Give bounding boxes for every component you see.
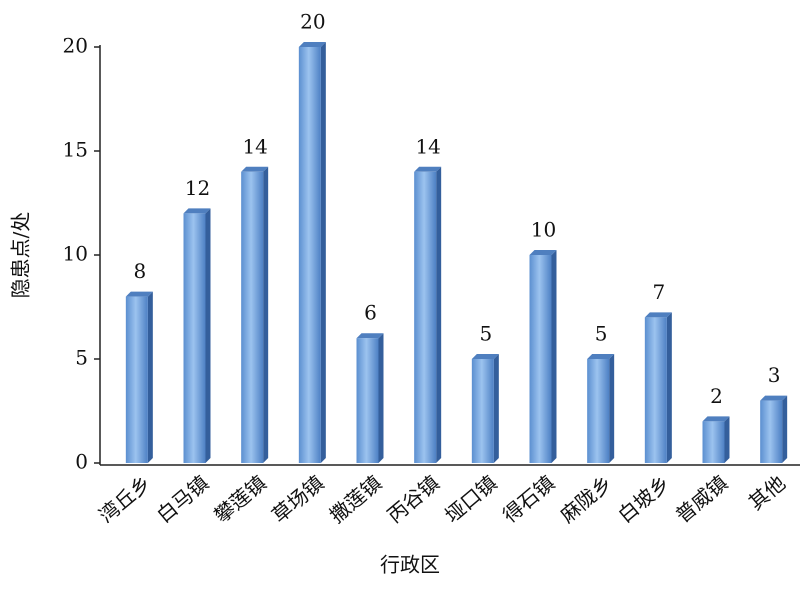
bar-side <box>493 354 499 463</box>
data-label: 5 <box>479 322 492 346</box>
bar-side <box>320 42 326 463</box>
bar-top <box>471 354 499 359</box>
y-tick-label: 15 <box>63 138 88 162</box>
data-label: 20 <box>300 10 325 34</box>
bar <box>183 213 206 463</box>
bar-side <box>205 208 211 463</box>
x-tick-label: 丙谷镇 <box>383 471 444 528</box>
data-label: 6 <box>364 301 377 325</box>
bar-top <box>702 416 730 422</box>
bar <box>356 338 379 463</box>
bar-side <box>724 416 730 463</box>
x-tick-label: 攀莲镇 <box>210 471 271 528</box>
bar-top <box>298 42 326 47</box>
bar-side <box>782 395 788 463</box>
data-label: 10 <box>531 218 556 242</box>
y-axis-label: 隐患点/处 <box>9 212 33 299</box>
bar-top <box>241 166 269 172</box>
data-label: 12 <box>185 176 210 200</box>
bar-top <box>587 354 615 359</box>
data-label: 14 <box>242 134 267 158</box>
x-tick-label: 白坡乡 <box>613 471 674 528</box>
x-tick-label: 草场镇 <box>267 471 328 528</box>
y-tick-label: 0 <box>75 450 88 474</box>
bar-top <box>414 166 442 172</box>
bar <box>587 359 610 463</box>
y-tick-label: 20 <box>63 34 88 58</box>
bar-side <box>147 291 153 463</box>
bar-side <box>263 166 269 464</box>
x-tick-label: 白马镇 <box>152 471 213 528</box>
bar-top <box>356 333 384 339</box>
data-label: 14 <box>415 134 440 158</box>
bar-side <box>609 354 615 463</box>
bar-top <box>183 208 211 214</box>
x-tick-label: 普威镇 <box>671 471 732 528</box>
bar-side <box>666 312 672 463</box>
bar <box>298 47 321 463</box>
bar-top <box>529 250 557 255</box>
bar-top <box>760 395 788 401</box>
x-tick-label: 麻陇乡 <box>556 471 617 528</box>
x-axis-label: 行政区 <box>380 553 440 577</box>
bar <box>241 171 264 464</box>
data-label: 5 <box>595 322 608 346</box>
bar <box>529 255 552 463</box>
x-tick-label: 湾丘乡 <box>94 471 155 528</box>
bar-top <box>125 291 153 297</box>
x-tick-label: 得石镇 <box>498 471 559 528</box>
y-tick-label: 5 <box>75 346 88 370</box>
data-label: 3 <box>768 363 781 387</box>
data-label: 7 <box>652 280 665 304</box>
data-label: 2 <box>710 384 723 408</box>
y-tick-label: 10 <box>63 242 88 266</box>
x-tick-label: 其他 <box>744 471 790 515</box>
bar <box>471 359 494 463</box>
bar <box>125 296 148 463</box>
bar-side <box>551 250 557 463</box>
bar <box>414 171 437 464</box>
bar-side <box>436 166 442 464</box>
bar-top <box>644 312 672 318</box>
data-label: 8 <box>133 259 146 283</box>
bar <box>644 317 667 463</box>
x-tick-label: 垭口镇 <box>440 471 501 528</box>
x-tick-label: 撒莲镇 <box>325 471 386 528</box>
bar-side <box>378 333 384 463</box>
bar <box>760 400 783 463</box>
bar <box>702 421 725 463</box>
